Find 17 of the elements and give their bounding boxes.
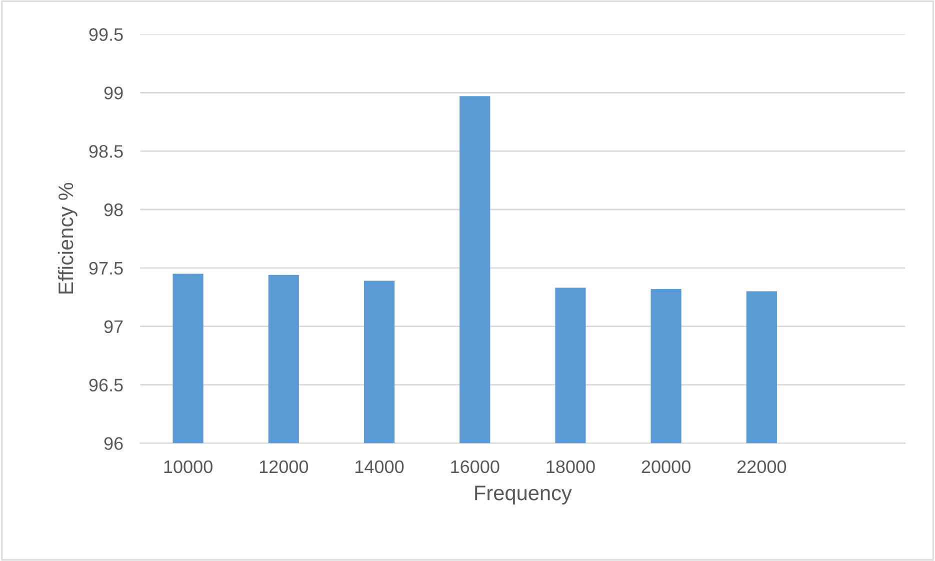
x-tick-label: 12000: [260, 460, 308, 474]
x-tick-label: 20000: [642, 460, 690, 474]
y-tick-label: 99: [104, 86, 123, 100]
y-tick-label: 98: [104, 203, 123, 216]
x-axis-title: Frequency: [475, 486, 572, 504]
x-tick-label: 14000: [356, 460, 404, 474]
x-tick-label: 18000: [546, 460, 595, 474]
y-tick-label: 96: [104, 437, 123, 450]
y-tick-label: 99.5: [89, 28, 123, 41]
y-tick-label: 97: [104, 320, 123, 334]
y-axis-title: Efficiency %: [58, 182, 78, 294]
y-tick-label: 97.5: [89, 262, 123, 275]
x-tick-label: 22000: [737, 460, 786, 474]
y-tick-label: 96.5: [89, 378, 123, 392]
x-tick-label: 10000: [164, 460, 212, 474]
x-tick-label: 16000: [451, 460, 500, 474]
y-tick-label: 98.5: [89, 145, 123, 158]
